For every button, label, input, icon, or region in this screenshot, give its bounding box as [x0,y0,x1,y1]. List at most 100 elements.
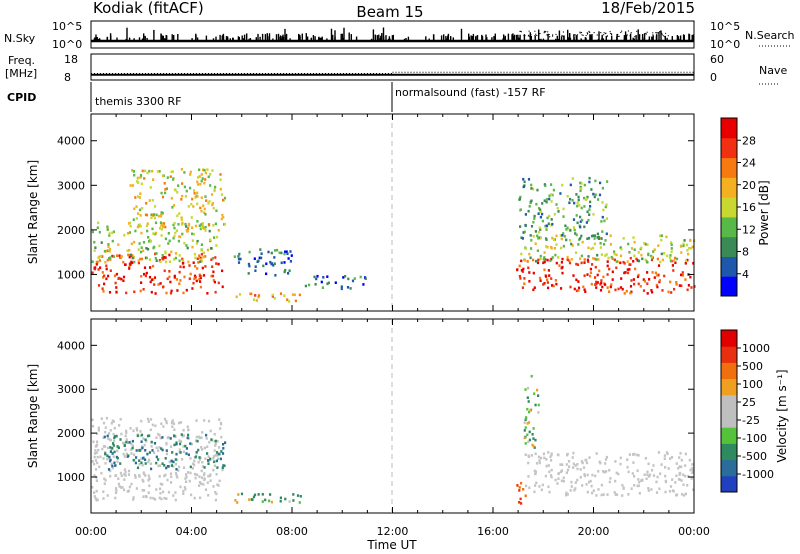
range-gate-cell [200,482,203,485]
range-gate-cell [182,261,185,265]
range-gate-cell [116,449,119,453]
range-gate-cell [518,275,521,278]
range-gate-cell [109,258,112,261]
range-gate-cell [193,274,197,278]
range-gate-cell [576,467,579,471]
range-gate-cell [582,285,585,289]
range-gate-cell [109,269,112,272]
nsky-bar [144,35,146,41]
range-gate-cell [113,274,117,278]
range-gate-cell [172,223,175,227]
range-gate-cell [122,275,126,279]
range-gate-cell [173,188,176,191]
range-gate-cell [94,246,97,249]
range-gate-cell [200,446,203,449]
range-gate-cell [544,184,547,187]
power-colorbar-tick: 4 [742,268,749,281]
range-gate-cell [248,250,251,254]
range-gate-cell [198,475,201,478]
range-gate-cell [203,419,206,422]
range-gate-cell [115,455,118,459]
range-gate-cell [185,288,188,292]
range-gate-cell [178,254,181,257]
range-gate-cell [143,443,146,447]
range-gate-cell [257,295,260,299]
range-gate-cell [560,479,563,483]
range-gate-cell [96,226,99,229]
range-gate-cell [169,280,172,284]
range-gate-cell [553,213,556,216]
range-gate-cell [600,281,603,285]
range-gate-cell [135,487,138,490]
range-gate-cell [606,260,609,263]
range-gate-cell [238,293,242,296]
range-gate-cell [202,274,206,277]
range-gate-cell [158,433,161,437]
range-gate-cell [200,249,203,252]
range-gate-cell [555,203,558,206]
range-gate-cell [152,232,155,235]
range-gate-cell [565,228,568,231]
range-gate-cell [599,461,602,465]
range-gate-cell [98,465,101,469]
range-gate-cell [193,463,196,467]
range-gate-cell [630,247,634,250]
range-gate-cell [579,237,582,240]
velocity-colorbar-swatch [721,427,737,444]
range-gate-cell [587,260,590,263]
nsky-bar [491,37,493,41]
range-gate-cell [550,183,553,186]
range-gate-cell [640,479,643,482]
range-gate-cell [260,256,263,260]
range-gate-cell [686,249,689,252]
range-gate-cell [550,475,553,479]
range-gate-cell [102,457,105,460]
range-gate-cell [547,451,550,454]
power-colorbar-swatch [721,216,737,238]
power-colorbar-swatch [721,177,737,198]
range-gate-cell [656,475,659,479]
nsky-bar [306,36,309,41]
range-gate-cell [199,280,202,283]
range-gate-cell [146,171,149,175]
range-gate-cell [546,216,549,220]
range-gate-cell [609,285,612,289]
range-gate-cell [619,261,622,265]
range-gate-cell [104,478,107,482]
range-gate-cell [198,456,201,459]
range-gate-cell [565,238,568,242]
range-gate-cell [155,461,158,465]
range-gate-cell [269,493,272,496]
range-gate-cell [260,252,263,255]
range-gate-cell [106,434,109,438]
range-gate-cell [596,273,599,277]
range-gate-cell [605,217,608,220]
range-gate-cell [221,468,224,472]
range-gate-cell [179,451,182,454]
range-gate-cell [629,256,632,260]
range-gate-cell [669,490,672,493]
range-gate-cell [96,498,99,502]
y-tick-label: 1000 [57,471,85,484]
range-gate-cell [212,485,215,488]
range-gate-cell [184,444,187,448]
range-gate-cell [193,192,196,195]
range-gate-cell [118,424,121,427]
nsky-bar [282,34,284,41]
range-gate-cell [139,214,142,217]
range-gate-cell [571,244,574,247]
range-gate-cell [604,205,607,209]
range-gate-cell [152,246,155,250]
range-gate-cell [149,428,152,432]
range-gate-cell [109,446,112,449]
nsky-label: N.Sky [4,32,36,45]
range-gate-cell [542,283,545,286]
range-gate-cell [223,222,226,226]
range-gate-cell [120,432,123,436]
range-gate-cell [688,458,691,462]
range-gate-cell [597,470,600,473]
range-gate-cell [530,238,533,242]
range-gate-cell [691,471,694,475]
range-gate-cell [349,287,352,290]
